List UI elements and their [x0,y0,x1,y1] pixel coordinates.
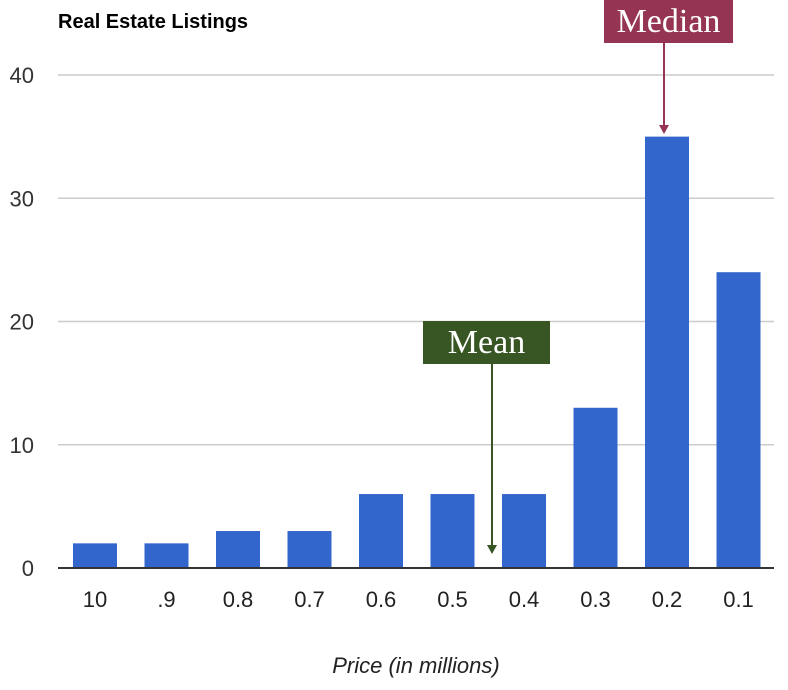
bar [359,494,403,568]
x-tick-label: 0.8 [223,587,254,612]
x-tick-label: 10 [83,587,107,612]
x-tick-label: 0.3 [580,587,611,612]
x-tick-label: 0.2 [652,587,683,612]
x-tick-label: 0.4 [509,587,540,612]
bar [216,531,260,568]
bar [645,136,689,568]
bar [287,531,332,568]
annotation-box [423,321,550,364]
y-tick-label: 40 [10,63,34,88]
y-tick-label: 30 [10,186,34,211]
x-axis-label: Price (in millions) [332,653,499,678]
x-tick-label: 0.1 [723,587,754,612]
chart-title: Real Estate Listings [58,11,248,33]
y-axis-ticks: 0 10 20 30 40 [10,63,34,581]
annotation-arrowhead [487,545,497,554]
x-tick-label: 0.7 [294,587,325,612]
y-tick-label: 0 [22,556,34,581]
y-tick-label: 10 [10,433,34,458]
annotation-box [604,0,733,43]
bar [430,494,475,568]
annotation-label: Median [617,3,721,40]
bar [144,543,189,568]
annotations: Mean Median [423,0,733,554]
x-tick-label: .9 [157,587,175,612]
x-tick-label: 0.5 [437,587,468,612]
bar [573,407,618,568]
x-axis-ticks: 10 .9 0.8 0.7 0.6 0.5 0.4 0.3 0.2 0.1 [83,587,754,612]
annotation-label: Mean [448,324,525,361]
bar [502,494,546,568]
x-tick-label: 0.6 [366,587,397,612]
bars [73,136,761,568]
y-tick-label: 20 [10,310,34,335]
bar [716,272,761,568]
bar [73,543,117,568]
annotation-arrowhead [659,125,669,134]
